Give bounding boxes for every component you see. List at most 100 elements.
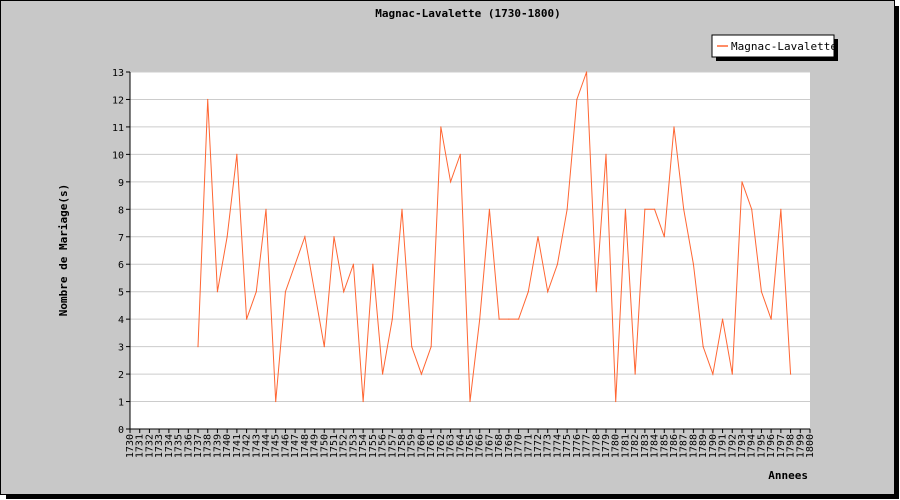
data-point <box>479 318 481 320</box>
data-point <box>226 236 228 238</box>
data-point <box>692 263 695 265</box>
data-point <box>449 181 452 183</box>
x-tick-label: 1780 <box>611 434 622 458</box>
data-point <box>391 318 393 320</box>
x-tick-label: 1785 <box>659 434 670 458</box>
data-point <box>440 126 442 128</box>
data-point <box>430 346 432 348</box>
x-tick-label: 1796 <box>766 434 777 458</box>
y-tick-label: 0 <box>118 425 124 436</box>
data-point <box>760 291 763 293</box>
x-tick-label: 1787 <box>679 434 690 458</box>
data-point <box>508 318 510 320</box>
data-point <box>372 263 374 265</box>
data-point <box>595 291 597 293</box>
x-tick-label: 1765 <box>465 434 476 458</box>
x-tick-label: 1774 <box>552 434 563 458</box>
data-point <box>381 373 384 375</box>
x-tick-label: 1791 <box>718 434 729 458</box>
x-tick-label: 1730 <box>125 434 136 458</box>
x-tick-label: 1799 <box>795 434 806 458</box>
y-tick-label: 1 <box>118 398 124 409</box>
x-tick-label: 1752 <box>339 434 350 458</box>
x-axis-title: Annees <box>768 469 808 482</box>
y-tick-label: 8 <box>118 205 124 216</box>
data-point <box>741 181 743 183</box>
series-layer <box>197 71 792 403</box>
data-point <box>644 208 646 210</box>
data-point <box>197 346 199 348</box>
series-line-magnac-lavalette <box>197 71 792 402</box>
data-point <box>352 263 355 265</box>
x-tick-label: 1770 <box>514 434 525 458</box>
legend: Magnac-Lavalette <box>711 34 838 61</box>
x-tick-label: 1793 <box>737 434 748 458</box>
x-tick-label: 1776 <box>572 434 583 458</box>
x-tick-label: 1786 <box>669 434 680 458</box>
x-tick-label: 1795 <box>756 434 767 458</box>
x-tick-label: 1736 <box>183 434 194 458</box>
legend-label-magnac-lavalette: Magnac-Lavalette <box>731 40 837 53</box>
data-point <box>275 400 277 403</box>
data-point <box>498 318 500 320</box>
x-tick-label: 1735 <box>174 434 185 458</box>
data-point <box>547 291 549 293</box>
x-tick-label: 1733 <box>154 434 165 458</box>
x-tick-label: 1771 <box>523 434 534 458</box>
data-point <box>721 318 724 320</box>
data-point <box>333 236 335 238</box>
y-axis-title: Nombre de Mariage(s) <box>57 184 70 316</box>
x-tick-label: 1769 <box>504 434 515 458</box>
frame-shadow-right <box>894 6 899 499</box>
x-tick-label: 1737 <box>193 434 204 458</box>
y-tick-label: 5 <box>118 288 124 299</box>
y-tick-label: 12 <box>112 95 124 106</box>
data-point <box>401 208 403 210</box>
data-point <box>731 373 733 375</box>
data-point <box>537 236 539 238</box>
data-point <box>585 71 588 73</box>
x-tick-label: 1748 <box>300 434 311 458</box>
legend-box <box>711 34 835 58</box>
x-tick-label: 1751 <box>329 434 340 458</box>
x-tick-label: 1749 <box>310 434 321 458</box>
x-tick-label: 1732 <box>144 434 155 458</box>
data-point <box>789 373 792 375</box>
x-tick-label: 1768 <box>494 434 505 458</box>
y-tick-label: 4 <box>118 315 124 326</box>
data-point <box>517 318 520 320</box>
x-tick-label: 1743 <box>251 434 262 458</box>
data-point <box>488 208 491 210</box>
x-tick-label: 1794 <box>747 434 758 458</box>
x-tick-label: 1766 <box>475 434 486 458</box>
data-point <box>576 98 578 101</box>
x-tick-label: 1792 <box>727 434 738 458</box>
data-point <box>216 291 219 293</box>
x-tick-label: 1763 <box>446 434 457 458</box>
data-point <box>323 346 325 348</box>
data-point <box>653 208 656 210</box>
data-point <box>343 291 345 293</box>
x-tick-label: 1762 <box>436 434 447 458</box>
x-tick-label: 1797 <box>776 434 787 458</box>
x-tick-label: 1772 <box>533 434 544 458</box>
x-tick-label: 1781 <box>620 434 631 458</box>
x-axis-ticks: 1730173117321733173417351736173717381739… <box>125 429 816 458</box>
x-tick-label: 1750 <box>319 434 330 458</box>
x-tick-label: 1754 <box>358 434 369 458</box>
frame-shadow-bottom <box>6 494 899 499</box>
x-tick-label: 1747 <box>290 434 301 458</box>
y-tick-label: 13 <box>112 68 124 79</box>
x-tick-label: 1756 <box>378 434 389 458</box>
y-tick-label: 9 <box>118 178 124 189</box>
y-tick-label: 3 <box>118 343 124 354</box>
x-tick-label: 1760 <box>416 434 427 458</box>
data-point <box>459 153 461 155</box>
x-tick-label: 1744 <box>261 434 272 458</box>
y-tick-label: 7 <box>118 233 124 244</box>
data-point <box>566 208 568 210</box>
data-point <box>605 153 607 155</box>
x-tick-label: 1761 <box>426 434 437 458</box>
x-tick-label: 1800 <box>805 434 816 458</box>
x-tick-label: 1731 <box>135 434 146 458</box>
